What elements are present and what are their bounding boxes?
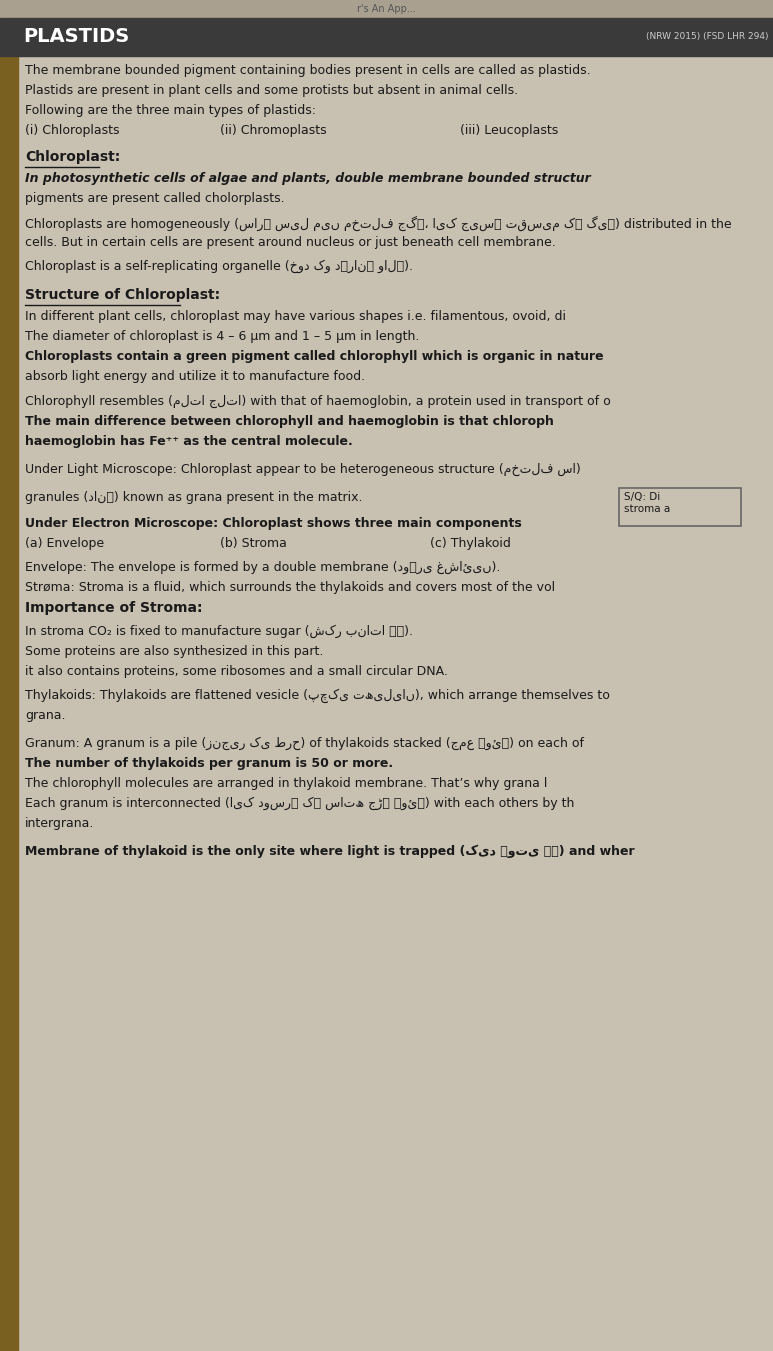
- Text: Chlorophyll resembles (ملتا جلتا) with that of haemoglobin, a protein used in tr: Chlorophyll resembles (ملتا جلتا) with t…: [25, 394, 611, 408]
- FancyBboxPatch shape: [619, 488, 741, 526]
- Bar: [0, 55, 18, 1351]
- Text: (c) Thylakoid: (c) Thylakoid: [430, 536, 511, 550]
- Text: granules (دانے) known as grana present in the matrix.: granules (دانے) known as grana present i…: [25, 490, 363, 504]
- Text: The number of thylakoids per granum is 50 or more.: The number of thylakoids per granum is 5…: [25, 757, 393, 770]
- Text: Under Light Microscope: Chloroplast appear to be heterogeneous structure (مختلف : Under Light Microscope: Chloroplast appe…: [25, 463, 581, 476]
- Text: r's An App...: r's An App...: [357, 4, 416, 14]
- Text: Chloroplast is a self-replicating organelle (خود کو دہرانے والے).: Chloroplast is a self-replicating organe…: [25, 259, 413, 273]
- Text: Importance of Stroma:: Importance of Stroma:: [25, 601, 203, 615]
- Text: The membrane bounded pigment containing bodies present in cells are called as pl: The membrane bounded pigment containing …: [25, 63, 591, 77]
- Text: Plastids are present in plant cells and some protists but absent in animal cells: Plastids are present in plant cells and …: [25, 84, 518, 97]
- Text: (i) Chloroplasts: (i) Chloroplasts: [25, 124, 120, 136]
- Text: (NRW 2015) (FSD LHR 294): (NRW 2015) (FSD LHR 294): [645, 32, 768, 42]
- Bar: [0, 18, 773, 55]
- Text: Chloroplast:: Chloroplast:: [25, 150, 121, 163]
- Text: intergrana.: intergrana.: [25, 817, 94, 830]
- Text: Membrane of thylakoid is the only site where light is trapped (کید ہوتی ہے) and : Membrane of thylakoid is the only site w…: [25, 844, 635, 858]
- Text: (ii) Chromoplasts: (ii) Chromoplasts: [220, 124, 327, 136]
- Text: cells. But in certain cells are present around nucleus or just beneath cell memb: cells. But in certain cells are present …: [25, 236, 556, 249]
- Text: In stroma CO₂ is fixed to manufacture sugar (شکر بناتا ہے).: In stroma CO₂ is fixed to manufacture su…: [25, 626, 413, 639]
- Text: The main difference between chlorophyll and haemoglobin is that chloroph: The main difference between chlorophyll …: [25, 415, 554, 428]
- Text: Chloroplasts are homogeneously (سارے سیل میں مختلف جگہ، ایک جیسے تقسیم کے گیے) d: Chloroplasts are homogeneously (سارے سیل…: [25, 216, 731, 231]
- Bar: [0, 0, 773, 18]
- Text: haemoglobin has Fe⁺⁺ as the central molecule.: haemoglobin has Fe⁺⁺ as the central mole…: [25, 435, 352, 449]
- Text: In photosynthetic cells of algae and plants, double membrane bounded structur: In photosynthetic cells of algae and pla…: [25, 172, 591, 185]
- Text: Envelope: The envelope is formed by a double membrane (دوہری غشائیں).: Envelope: The envelope is formed by a do…: [25, 561, 500, 574]
- Text: S/Q: Di
stroma a: S/Q: Di stroma a: [624, 492, 670, 513]
- Text: Some proteins are also synthesized in this part.: Some proteins are also synthesized in th…: [25, 644, 323, 658]
- Text: (iii) Leucoplasts: (iii) Leucoplasts: [460, 124, 558, 136]
- Text: Each granum is interconnected (ایک دوسرے کے ساتھ جڑے ہوئے) with each others by t: Each granum is interconnected (ایک دوسرے…: [25, 797, 574, 811]
- Text: (b) Stroma: (b) Stroma: [220, 536, 287, 550]
- Text: The chlorophyll molecules are arranged in thylakoid membrane. That’s why grana l: The chlorophyll molecules are arranged i…: [25, 777, 547, 790]
- Text: Following are the three main types of plastids:: Following are the three main types of pl…: [25, 104, 316, 118]
- Text: Strøma: Stroma is a fluid, which surrounds the thylakoids and covers most of the: Strøma: Stroma is a fluid, which surroun…: [25, 581, 555, 594]
- Text: Granum: A granum is a pile (زنجیر کی طرح) of thylakoids stacked (جمع ہوئے) on ea: Granum: A granum is a pile (زنجیر کی طرح…: [25, 738, 584, 750]
- Text: Structure of Chloroplast:: Structure of Chloroplast:: [25, 288, 220, 303]
- Text: Chloroplasts contain a green pigment called chlorophyll which is organic in natu: Chloroplasts contain a green pigment cal…: [25, 350, 604, 363]
- Text: grana.: grana.: [25, 709, 66, 721]
- Text: Under Electron Microscope: Chloroplast shows three main components: Under Electron Microscope: Chloroplast s…: [25, 517, 522, 530]
- Text: (a) Envelope: (a) Envelope: [25, 536, 104, 550]
- Text: it also contains proteins, some ribosomes and a small circular DNA.: it also contains proteins, some ribosome…: [25, 665, 448, 678]
- Text: Thylakoids: Thylakoids are flattened vesicle (پچکی تھیلیاں), which arrange thems: Thylakoids: Thylakoids are flattened ves…: [25, 689, 610, 704]
- Text: The diameter of chloroplast is 4 – 6 μm and 1 – 5 μm in length.: The diameter of chloroplast is 4 – 6 μm …: [25, 330, 420, 343]
- Text: PLASTIDS: PLASTIDS: [23, 27, 129, 46]
- Text: pigments are present called cholorplasts.: pigments are present called cholorplasts…: [25, 192, 284, 205]
- Text: absorb light energy and utilize it to manufacture food.: absorb light energy and utilize it to ma…: [25, 370, 365, 382]
- Text: In different plant cells, chloroplast may have various shapes i.e. filamentous, : In different plant cells, chloroplast ma…: [25, 309, 566, 323]
